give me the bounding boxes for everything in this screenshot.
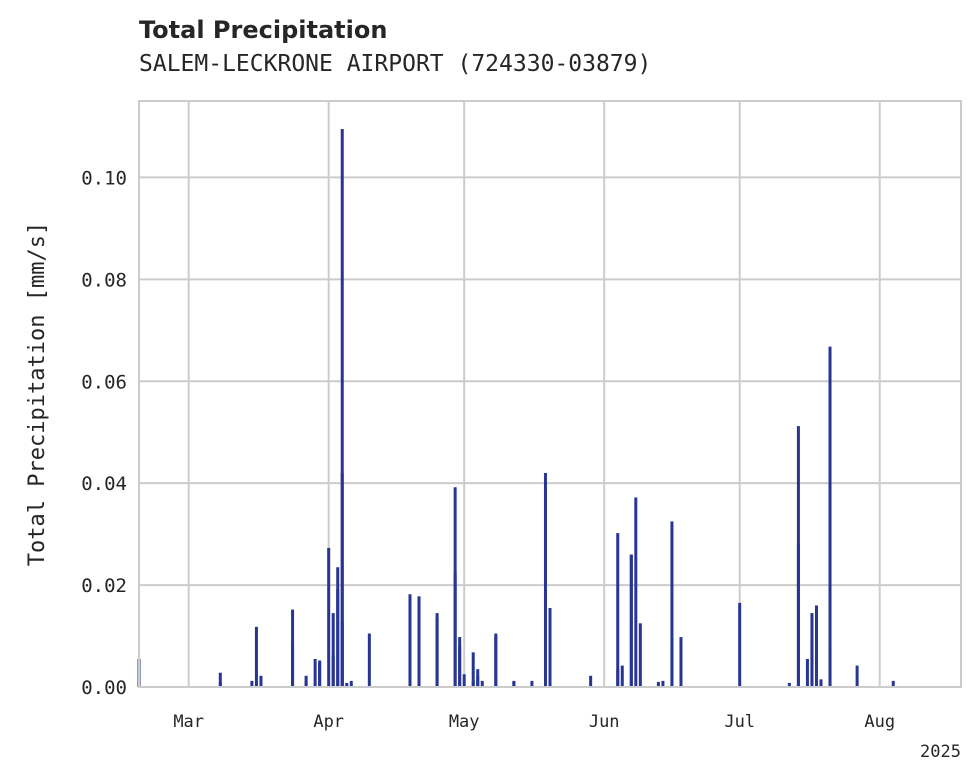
grid-lines	[139, 101, 961, 688]
precipitation-bar	[250, 680, 254, 687]
precipitation-bar	[291, 643, 295, 687]
precipitation-bar	[512, 680, 516, 687]
y-tick-label: 0.00	[81, 677, 127, 699]
precipitation-bar	[340, 129, 344, 687]
plot-frame	[138, 100, 962, 688]
precipitation-bar	[810, 638, 814, 687]
precipitation-bar	[530, 680, 534, 687]
x-tick-label: Mar	[173, 712, 204, 732]
precipitation-bar	[670, 646, 674, 687]
precipitation-bar	[480, 680, 484, 687]
precipitation-bar	[679, 637, 683, 687]
x-tick-label: Jun	[589, 712, 620, 732]
precipitation-bar	[738, 602, 742, 687]
precipitation-bar	[638, 623, 642, 687]
precipitation-bar	[814, 605, 818, 687]
y-tick-label: 0.04	[81, 473, 127, 495]
chart-title: Total Precipitation	[139, 16, 388, 44]
precipitation-bar	[435, 618, 439, 687]
precipitation-bar	[787, 682, 791, 687]
precipitation-bar	[589, 675, 593, 687]
precipitation-bar	[318, 662, 322, 687]
precipitation-bar	[476, 669, 480, 687]
x-tick-label: Apr	[313, 712, 344, 732]
y-tick-label: 0.10	[81, 167, 127, 189]
precipitation-bar	[855, 665, 859, 687]
precipitation-bar	[218, 672, 222, 687]
precipitation-bar	[218, 682, 222, 687]
precipitation-bar	[313, 658, 317, 687]
precipitation-bar	[629, 555, 633, 687]
precipitation-bar	[408, 636, 412, 687]
precipitation-bar	[891, 680, 895, 687]
precipitation-bar	[458, 646, 462, 687]
precipitation-bar	[349, 680, 353, 687]
precipitation-bar	[796, 426, 800, 687]
precipitation-bar	[417, 596, 421, 687]
x-axis-year-label: 2025	[920, 742, 961, 762]
precipitation-bar	[259, 675, 263, 687]
precipitation-bar	[471, 652, 475, 687]
precipitation-bar	[670, 521, 674, 687]
precipitation-bar	[340, 472, 344, 687]
precipitation-bar	[819, 679, 823, 687]
x-tick-label: Jul	[724, 712, 755, 732]
precipitation-bar	[661, 680, 665, 687]
chart-subtitle: SALEM-LECKRONE AIRPORT (724330-03879)	[139, 51, 652, 77]
y-tick-label: 0.08	[81, 269, 127, 291]
y-tick-label: 0.02	[81, 575, 127, 597]
x-tick-label: May	[449, 712, 480, 732]
precipitation-bar	[462, 674, 466, 687]
precipitation-bar	[453, 487, 457, 687]
precipitation-bar	[620, 665, 624, 687]
precipitation-bar	[327, 547, 331, 687]
precipitation-bar	[548, 608, 552, 687]
precipitation-bar	[304, 675, 308, 687]
precipitation-bar	[634, 497, 638, 687]
y-tick-label: 0.06	[81, 371, 127, 393]
precipitation-bar	[828, 346, 832, 687]
y-tick-labels: 0.00 0.02 0.04 0.06 0.08 0.10	[81, 167, 127, 699]
precipitation-bar	[336, 567, 340, 687]
precipitation-bar	[471, 680, 475, 687]
bars-series	[137, 129, 895, 687]
precipitation-bar	[367, 633, 371, 687]
precipitation-bar	[543, 472, 547, 687]
x-tick-label: Aug	[864, 712, 895, 732]
precipitation-bar	[254, 626, 258, 687]
x-tick-labels: Mar Apr May Jun Jul Aug	[173, 712, 895, 732]
precipitation-bar	[345, 682, 349, 687]
precipitation-bar	[616, 533, 620, 687]
y-axis-label: Total Precipitation [mm/s]	[25, 222, 50, 566]
precipitation-bar	[494, 636, 498, 687]
precipitation-bar	[331, 613, 335, 687]
precipitation-bar	[805, 658, 809, 687]
precipitation-bar	[656, 681, 660, 687]
precipitation-bar	[331, 655, 335, 687]
precipitation-bar	[340, 621, 344, 687]
